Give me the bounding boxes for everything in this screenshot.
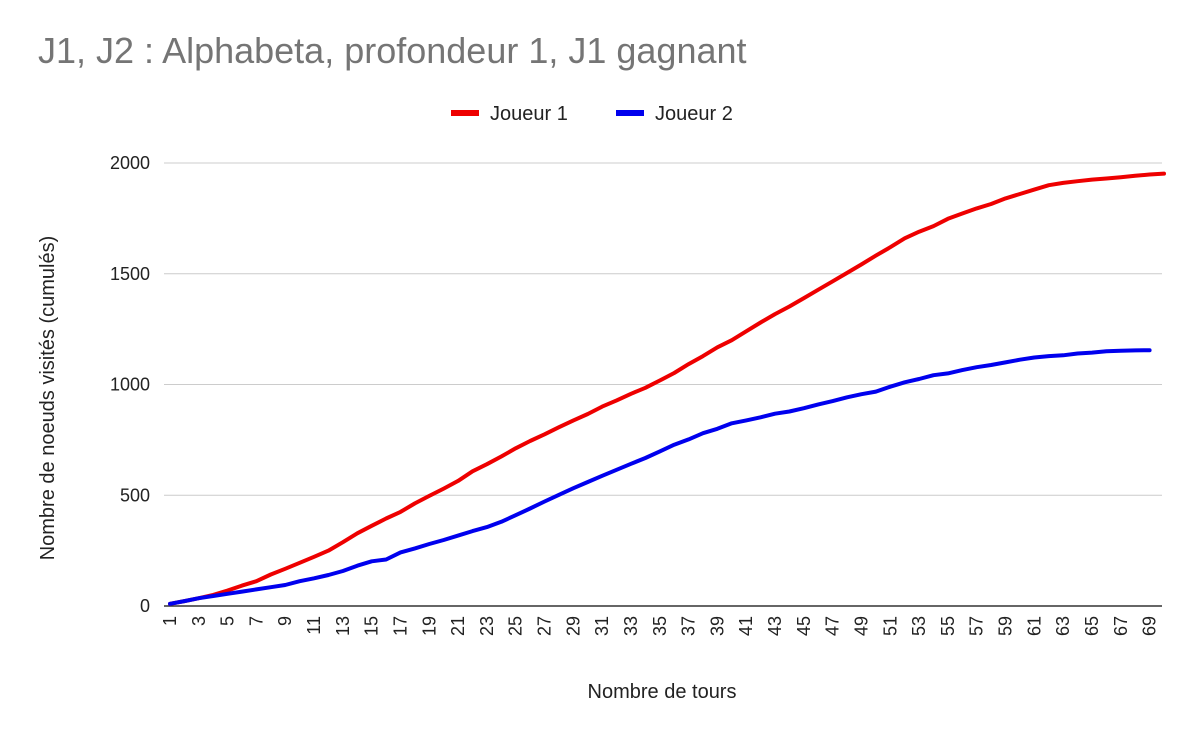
series-line-1	[168, 171, 1166, 606]
x-tick-label: 53	[909, 616, 929, 636]
x-tick-label: 15	[362, 616, 382, 636]
x-tick-label: 55	[938, 616, 958, 636]
x-tick-label: 7	[246, 616, 266, 626]
legend-label-joueur-1: Joueur 1	[490, 103, 568, 125]
x-tick-label: 13	[333, 616, 353, 636]
grid	[164, 162, 1162, 607]
x-tick-label: 5	[218, 616, 238, 626]
x-tick-label: 19	[419, 616, 439, 636]
x-tick-label: 51	[880, 616, 900, 636]
x-tick-label: 17	[390, 616, 410, 636]
x-tick-label: 65	[1082, 616, 1102, 636]
x-tick-label: 29	[563, 616, 583, 636]
x-axis-ticks: 1 3 5 7 9 11 13 15 17 19 21 23 25 27 29 31 33 35 37 39 41 43 4…	[160, 616, 1160, 636]
x-tick-label: 23	[477, 616, 497, 636]
chart-title: J1, J2 : Alphabeta, profondeur 1, J1 gag…	[38, 30, 747, 71]
x-tick-label: 61	[1024, 616, 1044, 636]
x-tick-label: 59	[996, 616, 1016, 636]
x-tick-label: 45	[794, 616, 814, 636]
y-tick-label: 0	[140, 596, 150, 616]
y-tick-label: 500	[120, 485, 150, 505]
x-tick-label: 27	[535, 616, 555, 636]
x-tick-label: 33	[621, 616, 641, 636]
y-axis-title: Nombre de noeuds visités (cumulés)	[37, 236, 59, 561]
x-tick-label: 3	[189, 616, 209, 626]
x-tick-label: 43	[765, 616, 785, 636]
y-tick-label: 1000	[110, 375, 150, 395]
x-tick-label: 35	[650, 616, 670, 636]
x-tick-label: 41	[736, 616, 756, 636]
x-tick-label: 37	[679, 616, 699, 636]
x-tick-label: 1	[160, 616, 180, 626]
x-tick-label: 31	[592, 616, 612, 636]
legend: Joueur 1 Joueur 2	[451, 103, 733, 125]
x-tick-label: 9	[275, 616, 295, 626]
y-tick-label: 2000	[110, 153, 150, 173]
x-axis-title: Nombre de tours	[588, 681, 737, 703]
x-tick-label: 25	[506, 616, 526, 636]
x-tick-label: 63	[1053, 616, 1073, 636]
x-tick-label: 21	[448, 616, 468, 636]
x-tick-label: 69	[1140, 616, 1160, 636]
x-tick-label: 39	[707, 616, 727, 636]
x-tick-label: 11	[304, 616, 324, 635]
x-tick-label: 67	[1111, 616, 1131, 636]
x-tick-label: 47	[823, 616, 843, 636]
series-line-2	[168, 348, 1152, 606]
y-axis-ticks: 0 500 1000 1500 2000	[110, 153, 150, 616]
x-tick-label: 57	[967, 616, 987, 636]
x-tick-label: 49	[851, 616, 871, 636]
legend-label-joueur-2: Joueur 2	[655, 103, 733, 125]
series	[168, 171, 1166, 606]
y-tick-label: 1500	[110, 264, 150, 284]
